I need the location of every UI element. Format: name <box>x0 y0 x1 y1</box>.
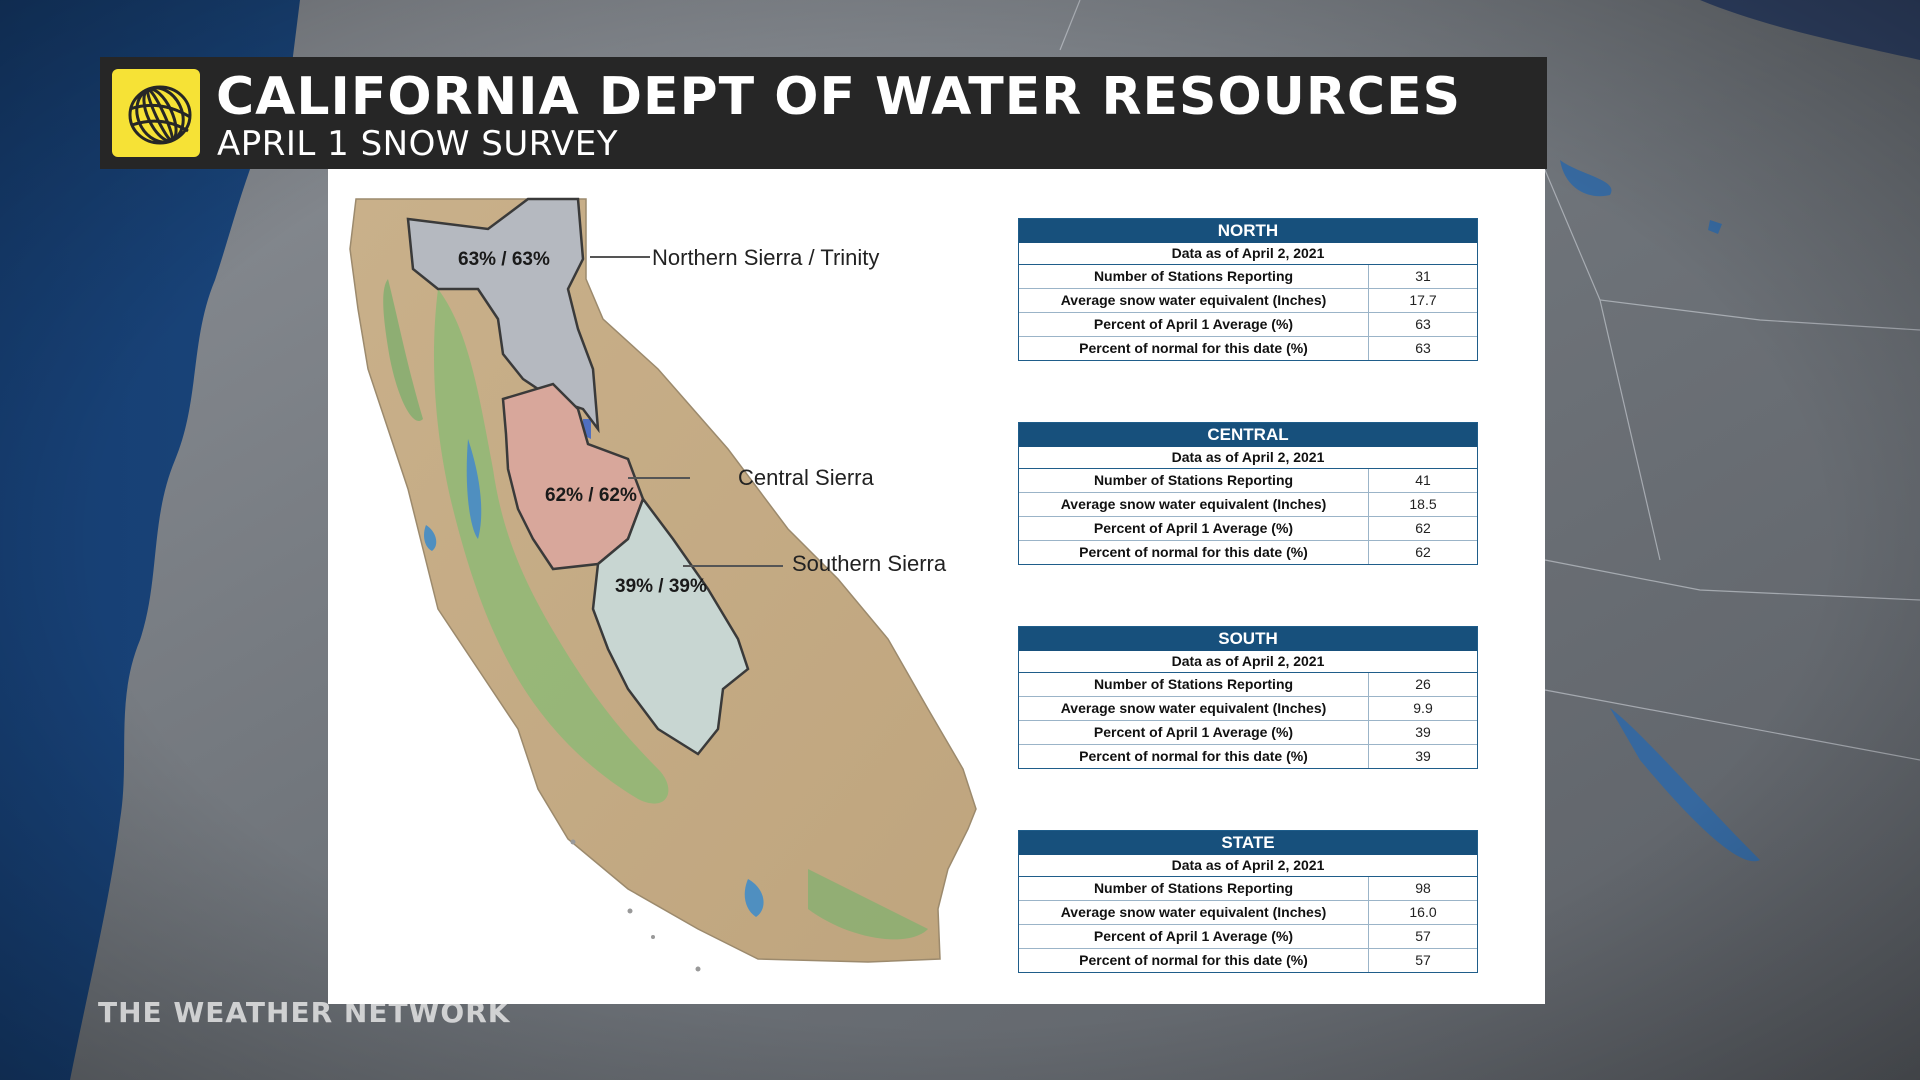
row-value: 41 <box>1415 472 1431 488</box>
southern-sierra-percent: 39% / 39% <box>615 576 707 597</box>
table-row: Average snow water equivalent (Inches) 9.… <box>1019 697 1477 721</box>
south-data-table: SOUTH Data as of April 2, 2021 Number of… <box>1018 626 1478 769</box>
row-value: 57 <box>1415 952 1431 968</box>
row-label: Average snow water equivalent (Inches) <box>1019 493 1369 516</box>
title-bar: CALIFORNIA DEPT OF WATER RESOURCES APRIL… <box>100 57 1547 169</box>
row-value: 18.5 <box>1409 496 1437 512</box>
southern-sierra-label: Southern Sierra <box>792 551 947 576</box>
california-snow-region-map <box>349 197 977 972</box>
table-date-line: Data as of April 2, 2021 <box>1019 855 1477 877</box>
table-date-line: Data as of April 2, 2021 <box>1019 651 1477 673</box>
table-row: Percent of normal for this date (%) 57 <box>1019 949 1477 972</box>
row-label: Percent of normal for this date (%) <box>1019 337 1369 360</box>
row-label: Average snow water equivalent (Inches) <box>1019 697 1369 720</box>
row-label: Percent of normal for this date (%) <box>1019 541 1369 564</box>
row-value: 39 <box>1415 724 1431 740</box>
page-title: CALIFORNIA DEPT OF WATER RESOURCES <box>216 67 1462 127</box>
row-label: Percent of April 1 Average (%) <box>1019 313 1369 336</box>
table-row: Percent of April 1 Average (%) 62 <box>1019 517 1477 541</box>
row-label: Average snow water equivalent (Inches) <box>1019 289 1369 312</box>
row-label: Percent of normal for this date (%) <box>1019 949 1369 972</box>
table-row: Percent of normal for this date (%) 63 <box>1019 337 1477 360</box>
row-value: 62 <box>1415 544 1431 560</box>
northern-sierra-region <box>406 197 600 434</box>
southern-sierra-region <box>591 496 750 756</box>
table-row: Percent of normal for this date (%) 62 <box>1019 541 1477 564</box>
table-header: STATE <box>1019 831 1477 855</box>
row-value: 31 <box>1415 268 1431 284</box>
row-label: Percent of normal for this date (%) <box>1019 745 1369 768</box>
weather-network-logo-icon <box>112 69 200 157</box>
row-value: 57 <box>1415 928 1431 944</box>
table-row: Number of Stations Reporting 98 <box>1019 877 1477 901</box>
table-row: Percent of normal for this date (%) 39 <box>1019 745 1477 768</box>
state-data-table: STATE Data as of April 2, 2021 Number of… <box>1018 830 1478 973</box>
north-data-table: NORTH Data as of April 2, 2021 Number of… <box>1018 218 1478 361</box>
row-value: 62 <box>1415 520 1431 536</box>
table-row: Percent of April 1 Average (%) 39 <box>1019 721 1477 745</box>
row-label: Number of Stations Reporting <box>1019 469 1369 492</box>
table-row: Number of Stations Reporting 41 <box>1019 469 1477 493</box>
row-label: Number of Stations Reporting <box>1019 877 1369 900</box>
table-row: Percent of April 1 Average (%) 57 <box>1019 925 1477 949</box>
row-label: Number of Stations Reporting <box>1019 265 1369 288</box>
central-sierra-percent: 62% / 62% <box>545 485 637 506</box>
table-row: Number of Stations Reporting 31 <box>1019 265 1477 289</box>
row-value: 98 <box>1415 880 1431 896</box>
northern-sierra-percent: 63% / 63% <box>458 249 550 270</box>
table-header: CENTRAL <box>1019 423 1477 447</box>
row-value: 63 <box>1415 316 1431 332</box>
row-label: Number of Stations Reporting <box>1019 673 1369 696</box>
row-value: 63 <box>1415 340 1431 356</box>
table-date-line: Data as of April 2, 2021 <box>1019 447 1477 469</box>
table-row: Number of Stations Reporting 26 <box>1019 673 1477 697</box>
table-date-line: Data as of April 2, 2021 <box>1019 243 1477 265</box>
row-value: 17.7 <box>1409 292 1437 308</box>
table-header: SOUTH <box>1019 627 1477 651</box>
row-value: 9.9 <box>1413 700 1433 716</box>
northern-sierra-label: Northern Sierra / Trinity <box>652 245 880 270</box>
row-label: Percent of April 1 Average (%) <box>1019 925 1369 948</box>
table-row: Average snow water equivalent (Inches) 16… <box>1019 901 1477 925</box>
row-label: Percent of April 1 Average (%) <box>1019 517 1369 540</box>
table-row: Average snow water equivalent (Inches) 18… <box>1019 493 1477 517</box>
row-value: 39 <box>1415 748 1431 764</box>
table-row: Percent of April 1 Average (%) 63 <box>1019 313 1477 337</box>
table-header: NORTH <box>1019 219 1477 243</box>
row-label: Percent of April 1 Average (%) <box>1019 721 1369 744</box>
central-data-table: CENTRAL Data as of April 2, 2021 Number … <box>1018 422 1478 565</box>
central-sierra-label: Central Sierra <box>738 465 874 490</box>
row-value: 26 <box>1415 676 1431 692</box>
table-row: Average snow water equivalent (Inches) 17… <box>1019 289 1477 313</box>
survey-panel: 63% / 63% Northern Sierra / Trinity 62% … <box>328 169 1545 1004</box>
row-value: 16.0 <box>1409 904 1437 920</box>
page-subtitle: APRIL 1 SNOW SURVEY <box>217 124 619 164</box>
row-label: Average snow water equivalent (Inches) <box>1019 901 1369 924</box>
